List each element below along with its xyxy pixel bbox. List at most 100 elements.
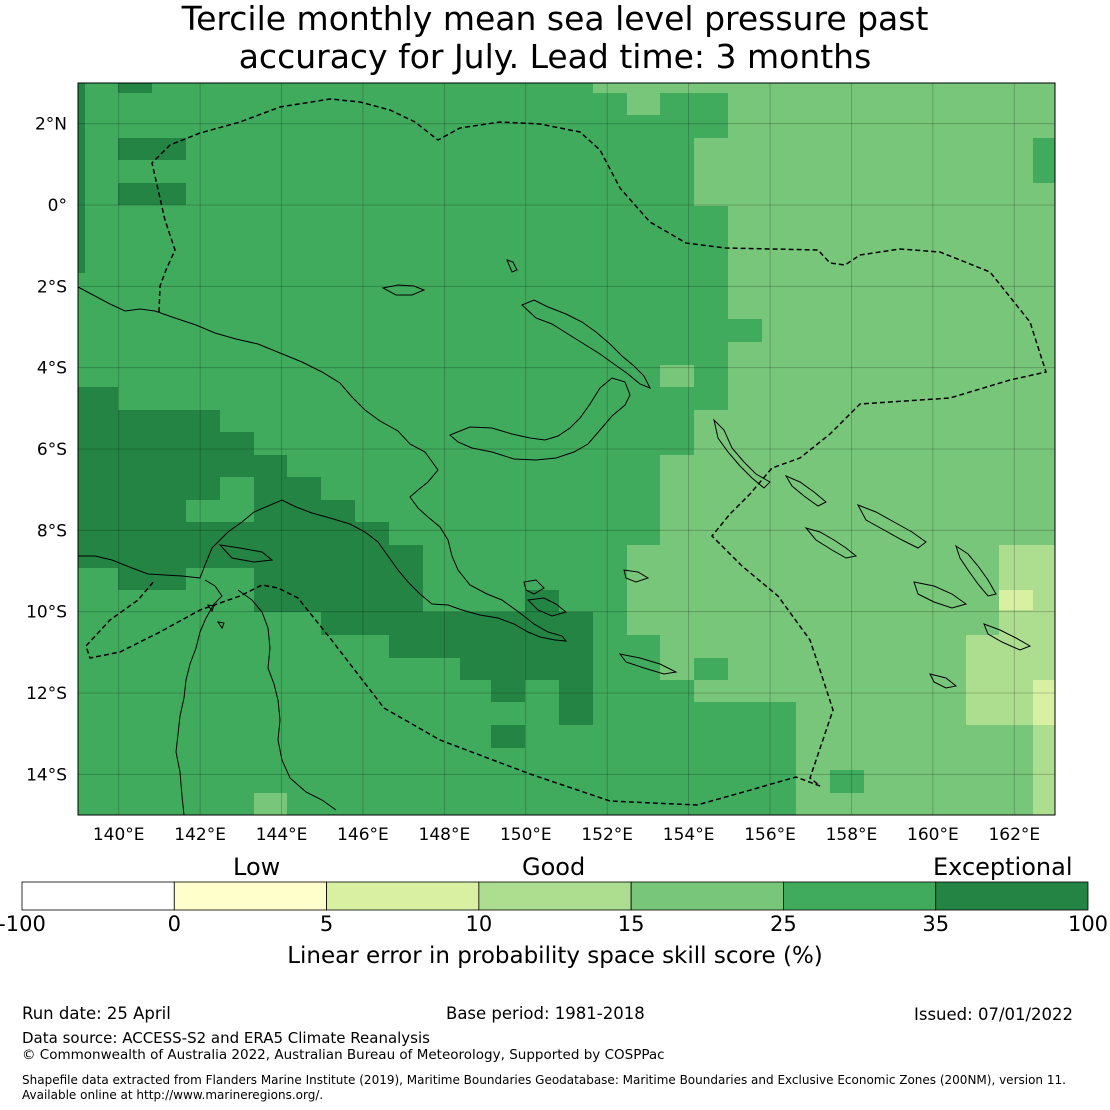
manus-coast [381, 284, 426, 296]
malaita-coast [955, 544, 997, 597]
title-line-2: accuracy for July. Lead time: 3 months [238, 37, 872, 76]
skill-cell [694, 658, 728, 680]
colorbar-label: Linear error in probability space skill … [287, 943, 823, 969]
skill-cell [220, 455, 287, 477]
colorbar-tick-label: 35 [922, 912, 950, 936]
colorbar-tick-label: 100 [1067, 912, 1109, 936]
longitude-tick-label: 142°E [174, 825, 226, 845]
skill-cell [999, 590, 1033, 610]
new-britain-coast [521, 299, 652, 389]
shapefile-credit-1: Shapefile data extracted from Flanders M… [22, 1073, 1066, 1087]
queensland-east-coast [237, 589, 337, 811]
skill-cell [1033, 725, 1055, 815]
skill-grid [78, 83, 1055, 815]
skill-cell [525, 590, 559, 612]
colorbar-tick-label: 5 [319, 912, 334, 936]
rennell-coast [929, 673, 958, 689]
skill-cell [728, 93, 1055, 138]
new-guinea-coast [78, 286, 568, 642]
skill-cell [118, 138, 186, 160]
copyright: © Commonwealth of Australia 2022, Austra… [22, 1047, 665, 1063]
longitude-ticks: 140°E 142°E 144°E 146°E 148°E 150°E 152°E 154°E… [93, 825, 1040, 845]
skill-cell [694, 680, 1055, 702]
graticule [78, 83, 1055, 815]
eez-boundaries [85, 98, 1047, 806]
latitude-tick-label: 2°S [37, 277, 67, 297]
cape-york-coast [175, 579, 223, 815]
latitude-tick-label: 0° [48, 196, 67, 216]
colorbar-bin [173, 881, 327, 911]
longitude-tick-label: 146°E [337, 825, 389, 845]
huon-peninsula [449, 377, 631, 461]
skill-cell [694, 410, 1055, 455]
skill-cell [1033, 138, 1055, 183]
longitude-tick-label: 150°E [500, 825, 552, 845]
png-eez-boundary [85, 98, 1047, 806]
longitude-tick-label: 156°E [744, 825, 796, 845]
colorbar-tick-label: 25 [770, 912, 797, 936]
map-frame [77, 82, 1056, 816]
shapefile-credit-2: Available online at http://www.marinereg… [22, 1088, 324, 1102]
skill-cell [627, 93, 660, 115]
colorbar-tick-label: -100 [0, 912, 46, 936]
skill-cell [559, 658, 593, 725]
longitude-tick-label: 162°E [988, 825, 1040, 845]
legend-word-low: Low [233, 853, 281, 881]
colorbar-bin [783, 881, 937, 911]
skill-cell [78, 83, 85, 273]
new-georgia-coast [804, 527, 858, 559]
skill-cell [78, 387, 118, 568]
skill-cell [1033, 680, 1055, 725]
longitude-tick-label: 160°E [907, 825, 959, 845]
bougainville-coast [713, 418, 771, 489]
legend-word-exceptional: Exceptional [933, 853, 1073, 881]
skill-cell [118, 83, 152, 93]
skill-cell [254, 793, 287, 815]
latitude-tick-label: 2°N [35, 115, 67, 135]
skill-cell [728, 342, 1055, 410]
colorbar-bin [935, 881, 1089, 911]
skill-cell [460, 635, 559, 680]
gulf-islands [218, 544, 274, 563]
latitude-tick-label: 10°S [26, 603, 67, 623]
skill-cell [660, 365, 694, 387]
colorbar-bin [21, 881, 175, 911]
longitude-tick-label: 158°E [826, 825, 878, 845]
makira-coast [983, 623, 1032, 651]
colorbar-bin [630, 881, 784, 911]
skill-cell [694, 138, 1055, 206]
latitude-tick-label: 8°S [37, 521, 67, 541]
colorbar-bin [326, 881, 480, 911]
skill-cell [593, 83, 1055, 93]
skill-cell [627, 545, 1055, 635]
choiseul-coast [784, 474, 827, 507]
coastlines [78, 259, 1032, 815]
issued-date: Issued: 07/01/2022 [914, 1005, 1074, 1024]
colorbar-bin [478, 881, 632, 911]
skill-cell [491, 725, 525, 748]
skill-cell [118, 500, 186, 590]
latitude-tick-label: 4°S [37, 359, 67, 379]
data-source: Data source: ACCESS-S2 and ERA5 Climate … [22, 1029, 430, 1047]
colorbar [21, 881, 1089, 911]
title-line-1: Tercile monthly mean sea level pressure … [181, 0, 929, 38]
skill-cell [830, 770, 864, 793]
longitude-tick-label: 144°E [256, 825, 308, 845]
latitude-tick-label: 12°S [26, 684, 67, 704]
base-period: Base period: 1981-2018 [446, 1004, 645, 1023]
skill-cell [762, 319, 1055, 342]
legend-word-good: Good [522, 853, 586, 881]
longitude-tick-label: 154°E [663, 825, 715, 845]
torres-islands [206, 604, 225, 630]
skill-cell [491, 680, 525, 702]
colorbar-tick-label: 10 [465, 912, 493, 936]
skill-cell [660, 455, 1055, 545]
trobriand-coast [523, 579, 545, 595]
colorbar-tick-label: 0 [167, 912, 181, 936]
new-ireland-coast [506, 259, 518, 273]
skill-cell [118, 410, 220, 500]
latitude-tick-label: 6°S [37, 440, 67, 460]
skill-cell [220, 432, 254, 455]
longitude-tick-label: 148°E [419, 825, 471, 845]
